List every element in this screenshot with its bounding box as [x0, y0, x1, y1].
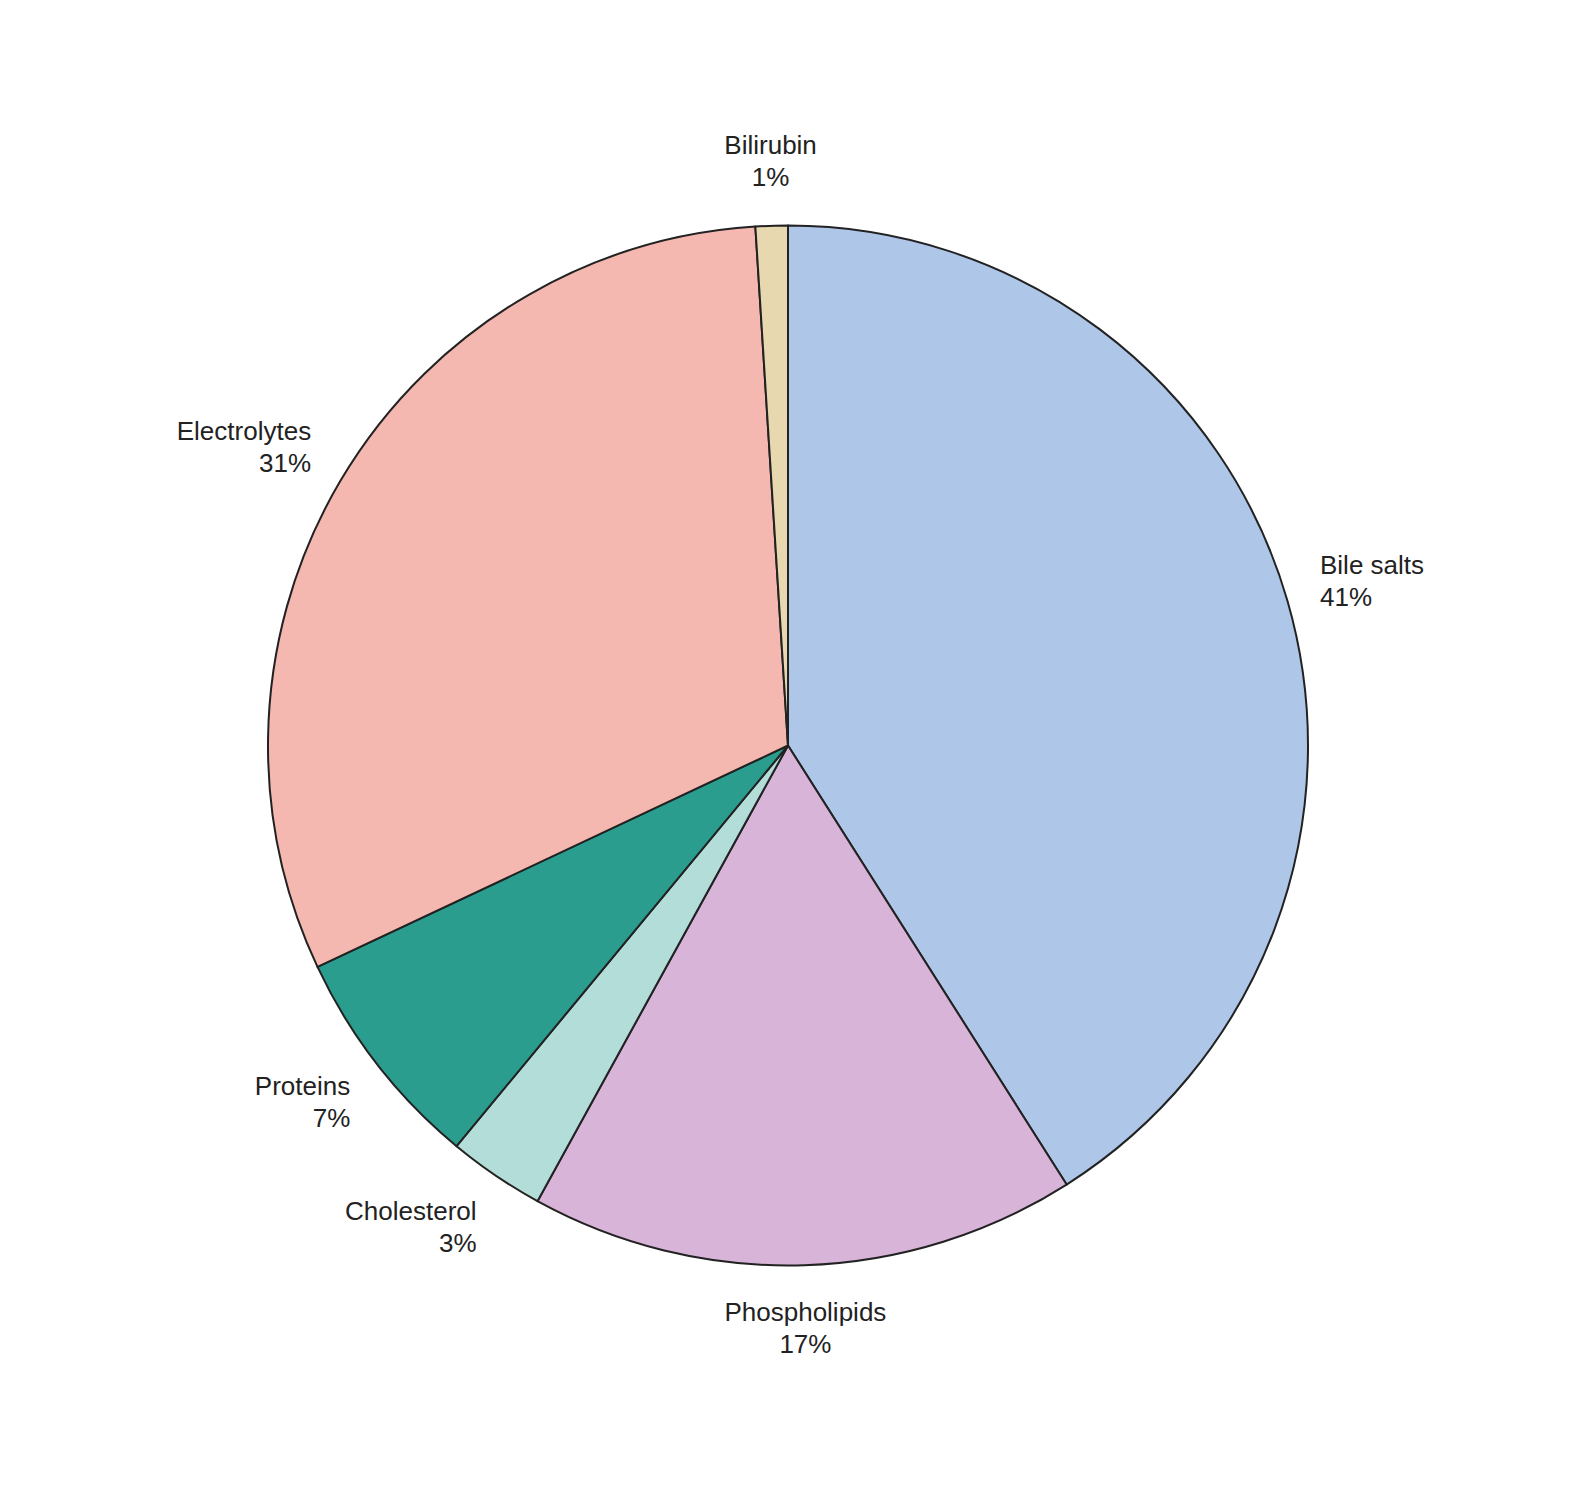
slice-label: Phospholipids: [724, 1297, 886, 1327]
chart-svg: Bile salts41% Phospholipids17% Cholesterol…: [0, 0, 1576, 1491]
slice-label: Electrolytes: [177, 416, 311, 446]
slice-label: Proteins: [255, 1071, 350, 1101]
data-labels: Bile salts41% Phospholipids17% Cholesterol…: [177, 130, 1424, 1359]
slice-value-label: 41%: [1320, 582, 1372, 612]
slice-value-label: 7%: [313, 1103, 351, 1133]
pie-slice: [755, 226, 788, 746]
slice-label: Bilirubin: [724, 130, 817, 160]
slice-label: Cholesterol: [345, 1196, 477, 1226]
slice-value-label: 3%: [439, 1228, 477, 1258]
pie-slice: [268, 227, 788, 967]
slice-value-label: 17%: [779, 1329, 831, 1359]
slice-value-label: 1%: [752, 162, 790, 192]
chart-container: Bile salts41% Phospholipids17% Cholesterol…: [0, 0, 1576, 1491]
pie-slices: [268, 226, 1308, 1266]
slice-label: Bile salts: [1320, 550, 1424, 580]
slice-value-label: 31%: [259, 448, 311, 478]
